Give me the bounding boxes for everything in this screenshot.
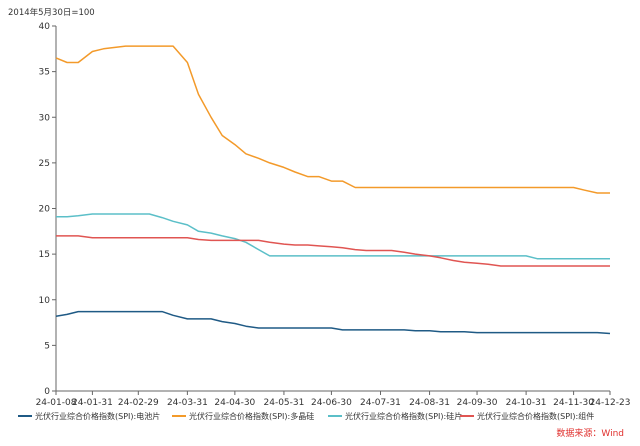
x-tick-label: 24-08-31	[409, 398, 450, 408]
y-unit-label: 2014年5月30日=100	[8, 7, 95, 18]
y-tick-label: 10	[39, 296, 51, 306]
series-lines	[55, 45, 611, 335]
x-tick-label: 24-10-31	[506, 398, 547, 408]
legend-label: 光伏行业综合价格指数(SPI):多晶硅	[189, 411, 314, 421]
y-tick-label: 20	[39, 205, 51, 215]
x-tick-label: 24-09-30	[457, 398, 498, 408]
y-tick-label: 15	[39, 250, 50, 260]
series-line-2	[56, 213, 610, 260]
series-line-3	[56, 235, 610, 267]
x-tick-label: 24-11-30	[553, 398, 594, 408]
y-tick-label: 25	[39, 159, 50, 169]
series-line-1	[55, 45, 610, 194]
x-tick-label: 24-12-23	[590, 398, 631, 408]
legend-label: 光伏行业综合价格指数(SPI):组件	[477, 411, 594, 421]
x-tick-label: 24-01-08	[36, 398, 77, 408]
x-tick-label: 24-04-30	[214, 398, 255, 408]
x-tick-label: 24-06-30	[311, 398, 352, 408]
x-tick-label: 24-07-31	[360, 398, 401, 408]
y-tick-label: 0	[44, 387, 50, 397]
x-tick-label: 24-05-31	[264, 398, 305, 408]
source-note: 数据来源：Wind	[556, 427, 624, 439]
x-tick-label: 24-01-31	[72, 398, 113, 408]
y-tick-label: 5	[44, 341, 50, 351]
legend: 光伏行业综合价格指数(SPI):电池片 光伏行业综合价格指数(SPI):多晶硅 光伏…	[18, 411, 594, 421]
y-tick-label: 35	[39, 68, 50, 78]
legend-label: 光伏行业综合价格指数(SPI):电池片	[35, 411, 160, 421]
y-tick-label: 40	[39, 22, 51, 32]
x-tick-label: 24-03-31	[167, 398, 208, 408]
series-line-0	[55, 310, 611, 335]
legend-label: 光伏行业综合价格指数(SPI):硅片	[345, 411, 462, 421]
x-tick-label: 24-02-29	[118, 398, 159, 408]
y-tick-label: 30	[39, 113, 51, 123]
